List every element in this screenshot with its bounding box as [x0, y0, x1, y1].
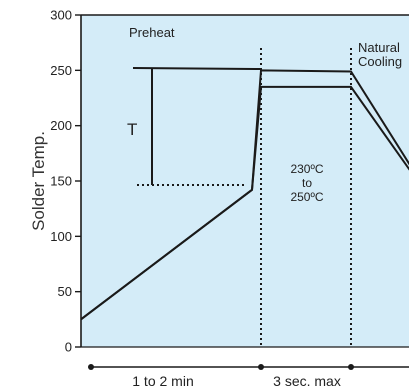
- y-tick-label: 300: [50, 8, 72, 23]
- t-top-reference: [132, 67, 262, 70]
- phase-label-preheat-time: 1 to 2 min: [132, 373, 193, 386]
- y-axis-label: Solder Temp.: [29, 131, 48, 231]
- timeline-dot-start: [88, 364, 94, 370]
- y-tick-label: 250: [50, 63, 72, 78]
- timeline-dot-mid: [258, 364, 264, 370]
- y-tick-label: 100: [50, 229, 72, 244]
- preheat-label: Preheat: [129, 25, 175, 40]
- y-tick-label: 0: [65, 340, 72, 355]
- phase-label-soldering-time: 3 sec. max: [273, 373, 341, 386]
- t-label: T: [127, 120, 137, 139]
- y-tick-label: 50: [58, 284, 72, 299]
- profile-line-lower: [80, 85, 409, 321]
- timeline-dot-end: [348, 364, 354, 370]
- plot-area-background: [81, 15, 409, 347]
- range-label-line2: to: [302, 176, 312, 190]
- y-tick-label: 200: [50, 118, 72, 133]
- natural-cooling-label-line2: Cooling: [358, 54, 402, 69]
- range-label-line1: 230ºC: [290, 162, 323, 176]
- range-label-line3: 250ºC: [290, 190, 323, 204]
- natural-cooling-label-line1: Natural: [358, 40, 400, 55]
- y-ticks: 0 50 100 150 200 250 300: [50, 8, 81, 355]
- y-tick-label: 150: [50, 174, 72, 189]
